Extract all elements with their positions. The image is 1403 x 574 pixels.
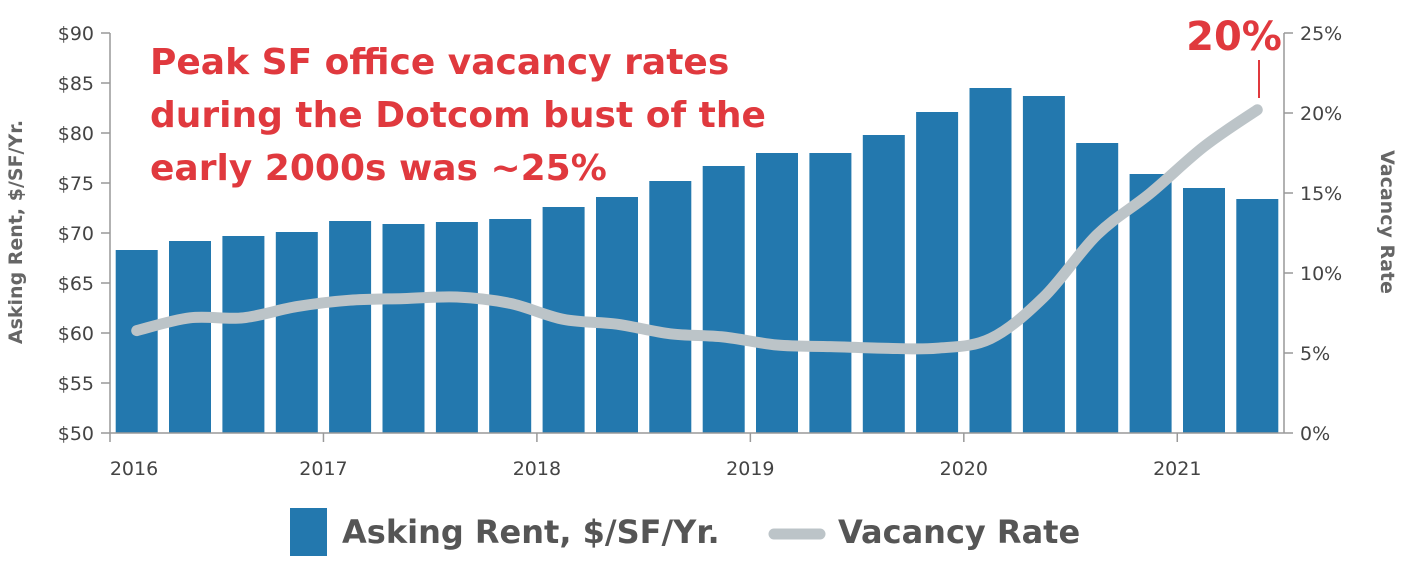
annotation-line-3: early 2000s was ~25% [150, 148, 607, 189]
rent-bar [222, 236, 265, 433]
rent-bar [1236, 199, 1279, 433]
left-tick-label: $55 [58, 373, 94, 395]
left-tick-label: $85 [58, 73, 94, 95]
vacancy-rate-line [131, 104, 1263, 355]
rent-bar [1076, 143, 1119, 433]
annotation-text: Peak SF office vacancy rates during the … [150, 42, 766, 189]
peak-vacancy-label: 20% [1186, 14, 1282, 60]
rent-bar [275, 232, 318, 433]
right-axis-title: Vacancy Rate [1376, 150, 1398, 294]
rent-bar [969, 88, 1012, 433]
left-axis: $50 $55 $60 $65 $70 $75 $80 $85 $90 [58, 23, 111, 445]
annotation-line-1: Peak SF office vacancy rates [150, 42, 729, 83]
right-tick-label: 5% [1300, 343, 1330, 365]
rent-bars [115, 88, 1279, 433]
legend: Asking Rent, $/SF/Yr. Vacancy Rate [290, 508, 1080, 556]
rent-bar [115, 250, 158, 433]
right-tick-label: 10% [1300, 263, 1342, 285]
left-tick-label: $80 [58, 123, 94, 145]
rent-bar [1129, 174, 1172, 433]
x-tick-label: 2019 [726, 458, 774, 480]
rent-bar [489, 219, 532, 433]
right-tick-label: 15% [1300, 183, 1342, 205]
legend-vacancy-label: Vacancy Rate [838, 513, 1080, 551]
rent-bar [1022, 96, 1065, 433]
left-tick-label: $65 [58, 273, 94, 295]
x-tick-label: 2020 [940, 458, 988, 480]
rent-bar [596, 197, 638, 433]
rent-bar [649, 181, 692, 433]
rent-bar [382, 224, 425, 433]
legend-rent-swatch [290, 508, 327, 556]
legend-rent-label: Asking Rent, $/SF/Yr. [342, 513, 720, 551]
left-tick-label: $75 [58, 173, 94, 195]
left-tick-label: $60 [58, 323, 94, 345]
x-tick-label: 2016 [110, 458, 158, 480]
rent-bar [702, 166, 745, 433]
left-tick-label: $90 [58, 23, 94, 45]
rent-bar [329, 221, 372, 433]
rent-bar [756, 153, 798, 433]
annotation-line-2: during the Dotcom bust of the [150, 95, 766, 136]
rent-bar [169, 241, 211, 433]
right-tick-label: 0% [1300, 423, 1330, 445]
rent-bar [1183, 188, 1225, 433]
right-tick-label: 20% [1300, 103, 1342, 125]
x-tick-label: 2018 [513, 458, 561, 480]
x-axis: 2016 2017 2018 2019 2020 2021 [109, 432, 1284, 480]
rent-bar [916, 112, 959, 433]
left-tick-label: $50 [58, 423, 94, 445]
right-axis: 0% 5% 10% 15% 20% 25% [1283, 23, 1342, 445]
left-tick-label: $70 [58, 223, 94, 245]
right-tick-label: 25% [1300, 23, 1342, 45]
x-tick-label: 2017 [299, 458, 347, 480]
rent-bar [809, 153, 852, 433]
x-tick-label: 2021 [1153, 458, 1201, 480]
rent-bar [435, 222, 478, 433]
left-axis-title: Asking Rent, $/SF/Yr. [5, 120, 27, 344]
rent-bar [862, 135, 905, 433]
